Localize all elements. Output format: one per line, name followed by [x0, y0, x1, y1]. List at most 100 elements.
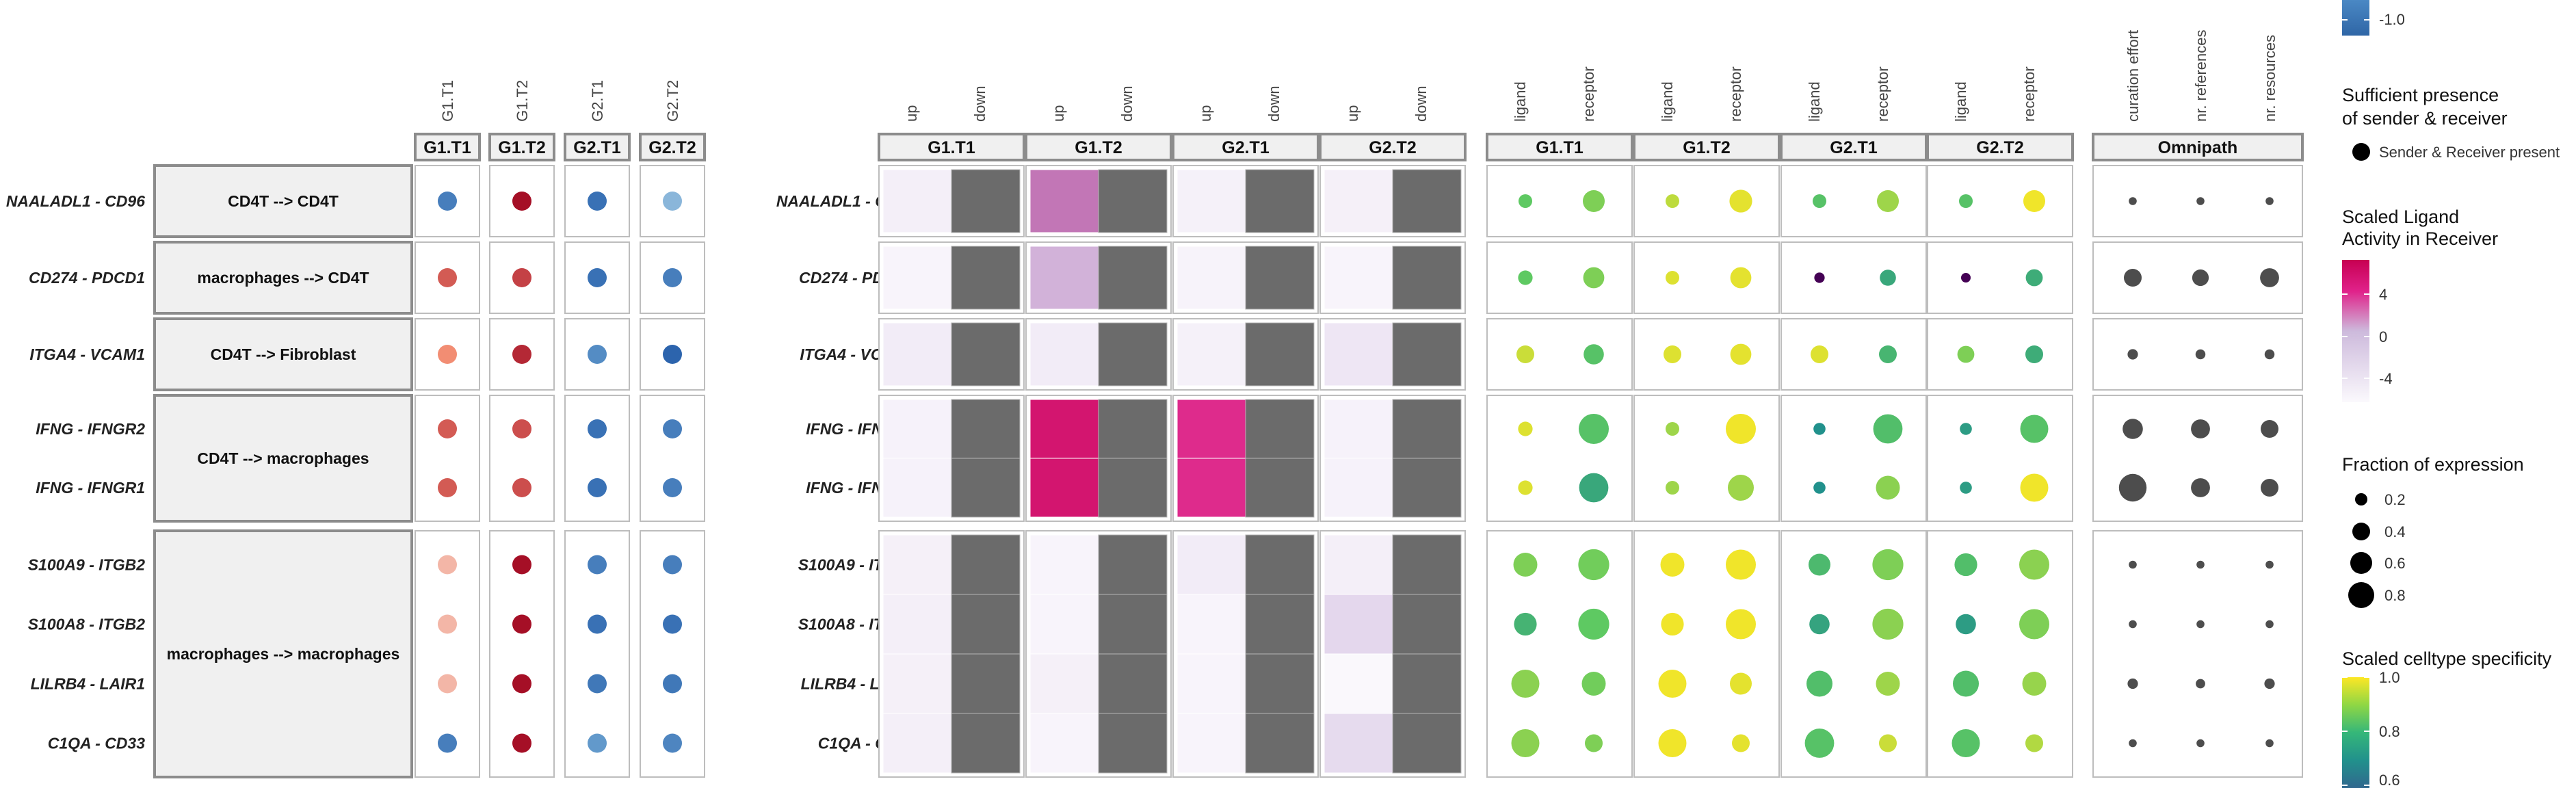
activity-tile-up: [1177, 169, 1246, 233]
column-header: [1319, 133, 1467, 161]
activity-tile-up: [1324, 458, 1393, 518]
column-label: G1.T1: [439, 80, 456, 122]
fraction-key-dot: [2352, 523, 2370, 540]
presence-legend-key: [2352, 143, 2370, 161]
specificity-tick-label: 0.8: [2379, 723, 2400, 740]
receptor-expression-dot: [1579, 414, 1609, 444]
ligand-expression-dot: [1813, 194, 1826, 208]
activity-tile-down: [951, 458, 1021, 518]
ligand-expression-dot: [1954, 553, 1977, 577]
panel-cell: [1633, 530, 1780, 778]
ligand-expression-dot: [1666, 271, 1679, 285]
column-header: [1780, 133, 1928, 161]
ligand-expression-dot: [1804, 728, 1835, 758]
column-label: nr. references: [2192, 29, 2209, 122]
presence-legend-label: Sender & Receiver present: [2379, 144, 2560, 161]
activity-tile-up: [882, 653, 952, 714]
logfc-dot: [588, 419, 607, 438]
column-header-label: G2.T2: [1976, 138, 2023, 157]
logfc-dot: [512, 733, 531, 753]
fraction-key-label: 0.4: [2384, 523, 2406, 540]
receptor-expression-dot: [1578, 608, 1609, 640]
column-label: G2.T1: [589, 80, 606, 122]
omnipath-dot: [2264, 678, 2275, 690]
ligand-expression-dot: [1960, 423, 1972, 435]
sub-column-label: up: [903, 105, 920, 122]
ligand-expression-dot: [1666, 481, 1679, 495]
receptor-expression-dot: [1585, 734, 1603, 752]
column-header: [878, 133, 1025, 161]
column-label: G2.T2: [664, 80, 681, 122]
activity-tile-down: [951, 713, 1021, 774]
ligand-expression-dot: [1511, 670, 1540, 698]
receptor-expression-dot: [1877, 190, 1899, 212]
activity-tile-up: [1177, 458, 1246, 518]
column-header: [414, 133, 481, 161]
receptor-expression-dot: [1726, 549, 1756, 580]
panel-cell: [1486, 318, 1633, 391]
pair-label: S100A8 - ITGB2: [28, 616, 145, 633]
activity-tick-label: -4: [2379, 370, 2393, 387]
logfc-dot: [438, 268, 457, 287]
pair-label: C1QA - CD33: [48, 735, 145, 752]
omnipath-dot: [2127, 678, 2138, 690]
interaction-label: CD4T --> macrophages: [197, 449, 369, 467]
logfc-dot: [663, 192, 682, 211]
sub-column-label: ligand: [1952, 81, 1969, 122]
column-label: curation effort: [2125, 30, 2142, 122]
receptor-expression-dot: [1872, 608, 1904, 640]
logfc-dot: [512, 192, 531, 211]
pair-label: CD274 - PDCD1: [29, 269, 145, 287]
receptor-expression-dot: [1583, 344, 1604, 365]
logfc-dot: [588, 614, 607, 634]
activity-tile-up: [1324, 594, 1393, 655]
omnipath-dot: [2196, 197, 2205, 205]
fraction-key-dot: [2355, 493, 2367, 505]
sub-column-label: up: [1344, 105, 1361, 122]
receptor-expression-dot: [1880, 270, 1896, 286]
ligand-expression-dot: [1957, 345, 1975, 363]
activity-tile-down: [1392, 458, 1462, 518]
presence-legend-title: Sufficient presence: [2342, 85, 2499, 105]
activity-tile-down: [951, 653, 1021, 714]
pair-label: S100A9 - ITGB2: [28, 556, 145, 574]
omnipath-dot: [2265, 560, 2274, 569]
activity-tile-down: [1245, 322, 1315, 386]
logfc-dot: [663, 614, 682, 634]
activity-tile-down: [1098, 594, 1168, 655]
activity-tile-down: [1098, 399, 1168, 459]
receptor-expression-dot: [1879, 734, 1897, 752]
activity-tile-down: [951, 169, 1021, 233]
logfc-dot: [663, 478, 682, 497]
activity-tile-up: [882, 399, 952, 459]
activity-tile-down: [951, 594, 1021, 655]
interaction-label: macrophages --> macrophages: [167, 645, 400, 663]
logfc-dot: [663, 268, 682, 287]
receptor-expression-dot: [2022, 672, 2047, 696]
activity-tile-up: [1029, 458, 1099, 518]
specificity-colorbar: [2342, 677, 2369, 788]
column-header-label: G2.T2: [1369, 138, 1416, 157]
column-header: [1926, 133, 2074, 161]
column-header-label: G2.T2: [648, 138, 696, 157]
activity-tile-down: [1245, 399, 1315, 459]
column-header-label: G1.T1: [423, 138, 471, 157]
activity-tile-down: [1098, 458, 1168, 518]
ligand-expression-dot: [1951, 729, 1980, 757]
activity-tile-up: [882, 713, 952, 774]
activity-tile-down: [951, 399, 1021, 459]
column-header: [488, 133, 555, 161]
activity-tile-up: [1177, 534, 1246, 595]
activity-tile-up: [1177, 246, 1246, 310]
omnipath-dot: [2195, 349, 2206, 360]
fraction-key-label: 0.6: [2384, 555, 2406, 572]
logfc-dot: [512, 478, 531, 497]
activity-tick-label: 4: [2379, 286, 2387, 303]
sub-column-label: up: [1197, 105, 1214, 122]
activity-tile-down: [1392, 322, 1462, 386]
fraction-key-label: 0.2: [2384, 491, 2406, 508]
logfc-dot: [512, 555, 531, 575]
column-header-label: G2.T1: [1830, 138, 1878, 157]
pair-label: ITGA4 - VCAM1: [29, 345, 145, 363]
panel-cell: [1633, 395, 1780, 522]
